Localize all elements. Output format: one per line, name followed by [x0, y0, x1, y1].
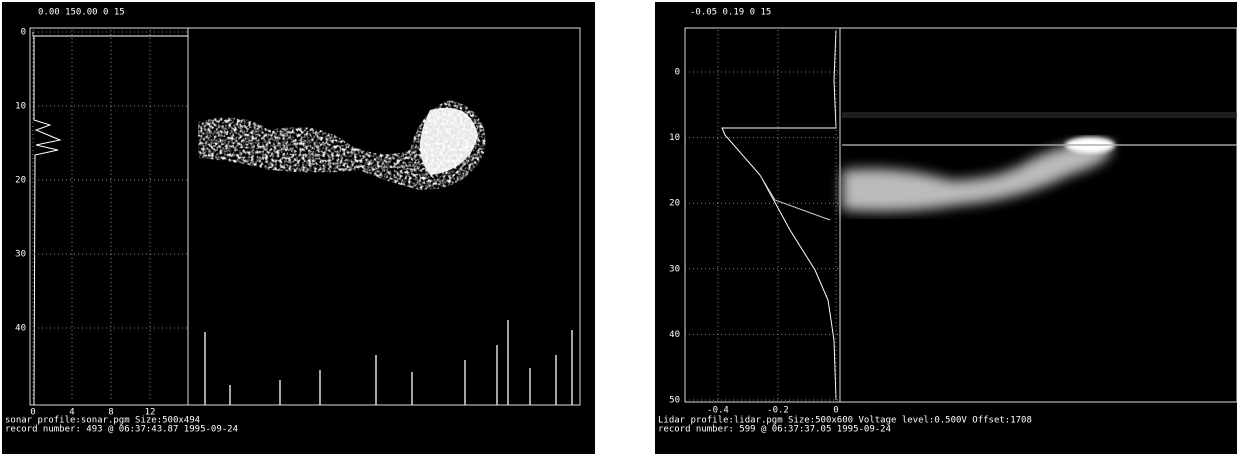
y-tick-label: 0 [675, 68, 680, 78]
header: -0.05 0.19 0 15 [690, 8, 771, 18]
y-tick-label: 40 [669, 330, 680, 340]
status-line: sonar profile:sonar.pgm Size:500x494 [5, 416, 200, 426]
header: 0.00 150.00 0 15 [38, 8, 125, 18]
status-line: record number: 493 @ 06:37:43.87 1995-09… [5, 425, 238, 435]
lidar-image [842, 112, 1237, 212]
lidar-frame [684, 27, 1237, 403]
y-tick-label: 0 [21, 28, 26, 38]
y-tick-label: 30 [15, 250, 26, 260]
sonar-profile [32, 32, 188, 406]
y-tick-label: 10 [15, 102, 26, 112]
y-tick-label: 50 [669, 396, 680, 406]
status-line: Lidar profile:lidar.pgm Size:500x600 Vol… [658, 416, 1032, 426]
x-tick-label: -0.4 [707, 406, 729, 416]
x-tick-label: 8 [108, 408, 113, 418]
y-tick-label: 40 [15, 324, 26, 334]
y-tick-label: 20 [669, 199, 680, 209]
x-tick-label: 0 [30, 408, 35, 418]
lidar-profile-2 [759, 174, 831, 221]
sonar-window [2, 2, 595, 454]
sonar-frame [29, 27, 581, 406]
lidar-window [655, 2, 1237, 454]
y-tick-label: 20 [15, 176, 26, 186]
sonar-echogram [198, 100, 573, 405]
x-tick-label: 0 [833, 406, 838, 416]
x-tick-label: 12 [145, 408, 156, 418]
y-tick-label: 30 [669, 264, 680, 274]
status-line: record number: 599 @ 06:37:37.05 1995-09… [658, 425, 891, 435]
x-tick-label: 4 [69, 408, 74, 418]
y-tick-label: 10 [669, 133, 680, 143]
x-tick-label: -0.2 [767, 406, 789, 416]
